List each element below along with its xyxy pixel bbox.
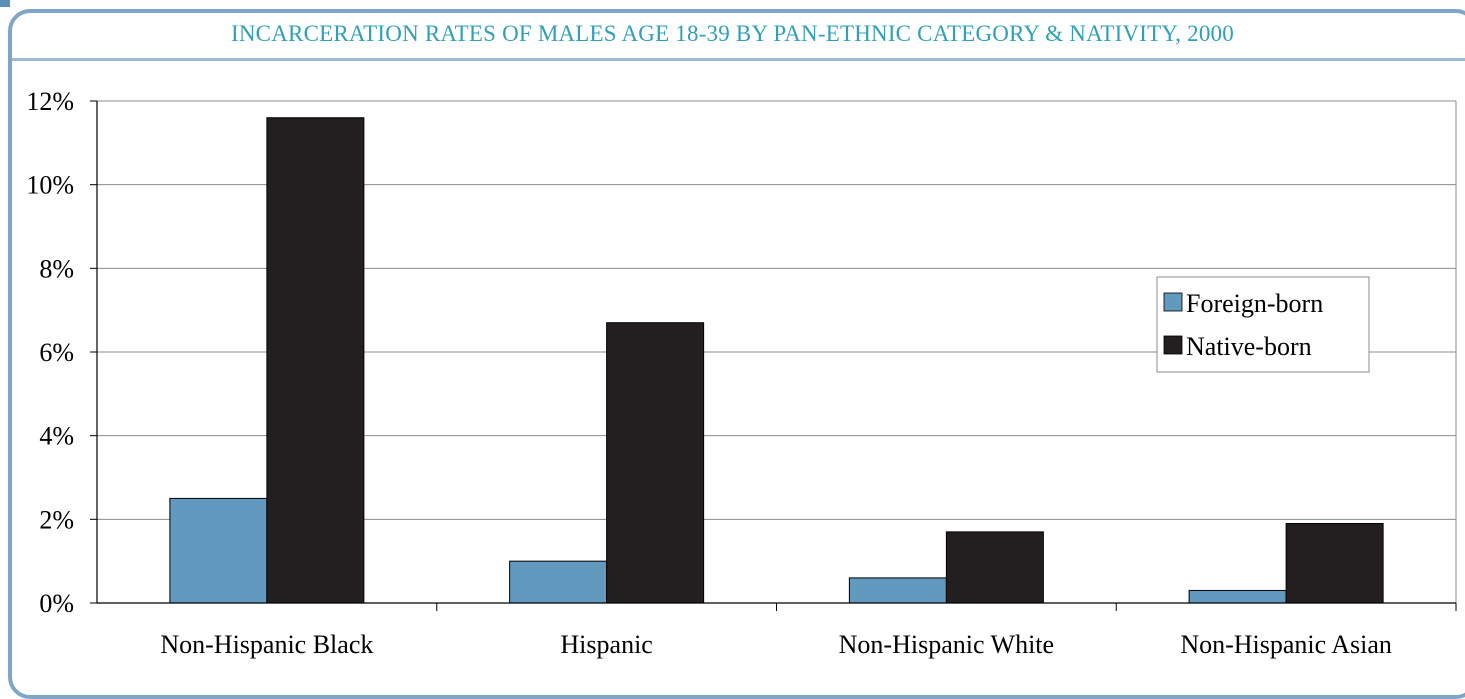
y-tick-label: 12%	[26, 87, 74, 116]
bar-foreign-born	[509, 560, 608, 604]
y-tick-label: 8%	[39, 254, 74, 283]
y-tick-label: 2%	[39, 505, 74, 534]
y-axis-ticks: 0% 2% 4% 6% 8% 10% 12%	[26, 87, 97, 618]
y-tick-label: 6%	[39, 338, 74, 367]
bar-native-born	[266, 117, 365, 604]
x-tick-label: Hispanic	[560, 630, 652, 659]
legend-swatch	[1163, 292, 1183, 312]
chart-title: INCARCERATION RATES OF MALES AGE 18-39 B…	[231, 21, 1234, 46]
legend-label: Foreign-born	[1186, 289, 1323, 318]
bar-foreign-born	[1188, 589, 1287, 604]
y-tick-label: 10%	[26, 171, 74, 200]
bar-native-born	[1285, 523, 1384, 604]
y-tick-label: 0%	[39, 589, 74, 618]
title-rule	[12, 58, 1465, 61]
bar-foreign-born	[169, 497, 268, 604]
legend-box	[1156, 276, 1370, 373]
x-tick-label: Non-Hispanic Black	[160, 630, 373, 659]
bar-native-born	[945, 531, 1044, 604]
legend: Foreign-born Native-born	[1156, 276, 1370, 373]
x-tick-label: Non-Hispanic Asian	[1180, 630, 1392, 659]
bar-chart: 0% 2% 4% 6% 8% 10% 12% Non-Hispanic Black Hispa…	[26, 87, 1457, 659]
bar-native-born	[606, 322, 705, 604]
bars	[169, 117, 1384, 604]
legend-swatch	[1163, 335, 1183, 355]
x-axis-ticks: Non-Hispanic Black Hispanic Non-Hispanic W…	[160, 603, 1457, 659]
bar-foreign-born	[848, 577, 947, 604]
legend-label: Native-born	[1186, 332, 1312, 361]
y-tick-label: 4%	[39, 422, 74, 451]
corner-mark	[0, 0, 10, 7]
x-tick-label: Non-Hispanic White	[839, 630, 1054, 659]
